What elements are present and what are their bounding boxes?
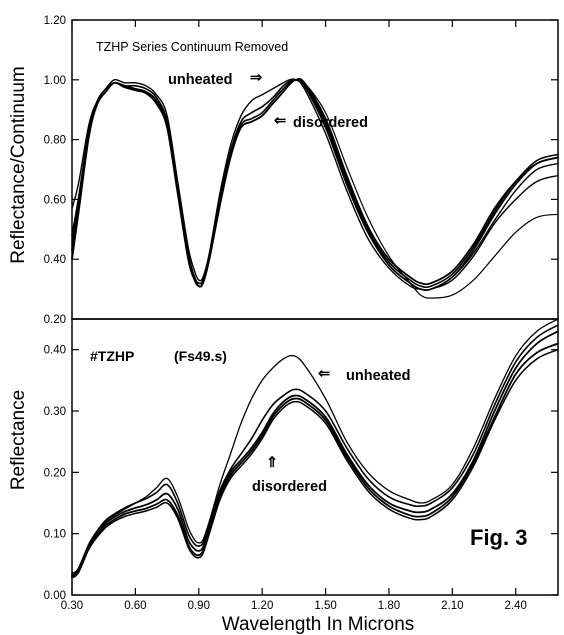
x-tick-label: 0.30 <box>61 600 83 612</box>
top-annotation-unheated: unheated <box>168 72 232 88</box>
top-y-tick-label: 1.20 <box>44 15 66 27</box>
x-tick-label: 2.40 <box>505 600 527 612</box>
x-tick-label: 0.60 <box>124 600 146 612</box>
top-panel: 1.20 1.00 0.80 0.60 0.40 0.20 TZHP Series Con… <box>8 15 559 326</box>
x-tick-label: 1.50 <box>314 600 336 612</box>
top-annotation-unheated-arrow: ⇒ <box>250 70 263 86</box>
top-series-line-3 <box>71 78 559 289</box>
x-tick-label: 2.10 <box>441 600 463 612</box>
top-y-tick-label: 0.20 <box>44 314 66 326</box>
top-y-tick-label: 0.60 <box>44 194 66 206</box>
bottom-y-axis-title: Reflectance <box>8 390 29 490</box>
bottom-series-line-4 <box>71 342 559 578</box>
x-tick-label: 0.90 <box>188 600 210 612</box>
bottom-series-line-1 <box>71 318 559 578</box>
bottom-panel-subtitle: (Fs49.s) <box>174 348 227 364</box>
top-plot-frame <box>71 19 559 320</box>
bottom-panel-title: #TZHP <box>90 348 134 364</box>
x-axis-title: Wavelength In Microns <box>222 614 415 635</box>
top-annotation-disordered-arrow: ⇐ <box>274 113 287 129</box>
top-axis-ticks: 1.20 1.00 0.80 0.60 0.40 0.20 <box>44 15 558 326</box>
bottom-axis-ticks: 0.400.300.200.100.000.30 0.60 0.90 1.20 1.50… <box>44 345 558 612</box>
top-y-tick-label: 0.80 <box>44 135 66 147</box>
top-series-line-1 <box>71 78 559 291</box>
bottom-series-line-2 <box>71 324 559 575</box>
figure-label: Fig. 3 <box>470 525 527 550</box>
top-annotation-disordered: disordered <box>293 115 368 131</box>
bottom-series-line-5 <box>71 348 559 579</box>
bottom-plot-frame <box>71 318 559 596</box>
top-panel-title: TZHP Series Continuum Removed <box>96 40 288 54</box>
bottom-y-tick-label: 0.30 <box>44 406 66 418</box>
top-y-tick-label: 1.00 <box>44 75 66 87</box>
bottom-annotation-unheated: unheated <box>346 368 410 384</box>
bottom-annotation-disordered: disordered <box>252 479 327 495</box>
top-series-group <box>71 77 559 299</box>
bottom-annotation-disordered-arrow: ⇑ <box>266 455 278 471</box>
bottom-annotation-unheated-arrow: ⇐ <box>318 366 331 382</box>
top-series-line-6 <box>71 78 559 299</box>
bottom-y-tick-label: 0.00 <box>44 590 66 602</box>
bottom-series-group <box>71 318 559 579</box>
top-y-axis-title: Reflectance/Continuum <box>8 66 29 264</box>
x-tick-label: 1.80 <box>378 600 400 612</box>
top-y-tick-label: 0.40 <box>44 254 66 266</box>
bottom-series-line-3 <box>71 330 559 577</box>
bottom-y-tick-label: 0.40 <box>44 345 66 357</box>
bottom-panel: 0.400.300.200.100.000.30 0.60 0.90 1.20 1.50… <box>8 318 559 635</box>
bottom-y-tick-label: 0.10 <box>44 529 66 541</box>
x-tick-label: 1.20 <box>251 600 273 612</box>
bottom-y-tick-label: 0.20 <box>44 467 66 479</box>
